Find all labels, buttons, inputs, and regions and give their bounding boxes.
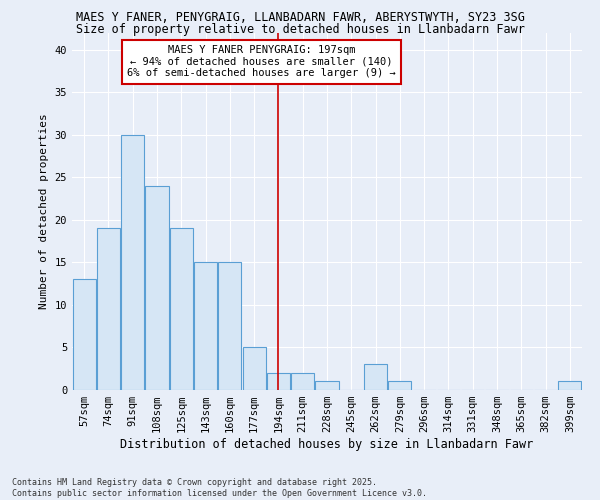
Bar [218, 262, 241, 390]
Bar [145, 186, 169, 390]
Bar [170, 228, 193, 390]
Bar [559, 382, 581, 390]
Text: Contains HM Land Registry data © Crown copyright and database right 2025.
Contai: Contains HM Land Registry data © Crown c… [12, 478, 427, 498]
Bar [73, 280, 95, 390]
Bar [242, 348, 266, 390]
X-axis label: Distribution of detached houses by size in Llanbadarn Fawr: Distribution of detached houses by size … [121, 438, 533, 451]
Bar [388, 382, 412, 390]
Bar [291, 373, 314, 390]
Text: MAES Y FANER, PENYGRAIG, LLANBADARN FAWR, ABERYSTWYTH, SY23 3SG: MAES Y FANER, PENYGRAIG, LLANBADARN FAWR… [76, 11, 524, 24]
Bar [316, 382, 338, 390]
Bar [194, 262, 217, 390]
Bar [267, 373, 290, 390]
Bar [97, 228, 120, 390]
Text: MAES Y FANER PENYGRAIG: 197sqm
← 94% of detached houses are smaller (140)
6% of : MAES Y FANER PENYGRAIG: 197sqm ← 94% of … [127, 46, 396, 78]
Y-axis label: Number of detached properties: Number of detached properties [39, 114, 49, 309]
Bar [364, 364, 387, 390]
Text: Size of property relative to detached houses in Llanbadarn Fawr: Size of property relative to detached ho… [76, 22, 524, 36]
Bar [121, 134, 144, 390]
